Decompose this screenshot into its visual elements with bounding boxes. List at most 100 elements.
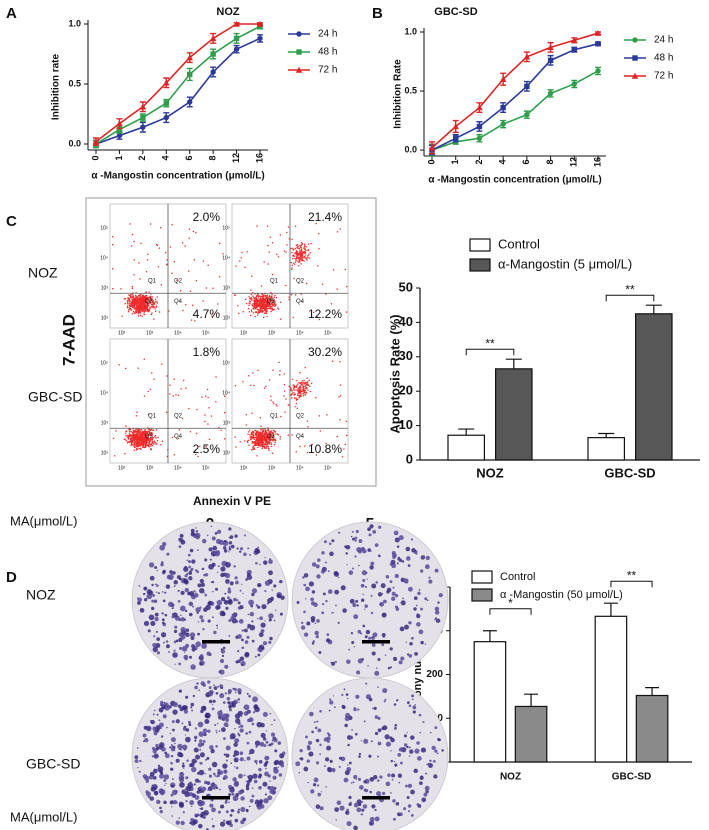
event-dot <box>171 223 173 226</box>
event-dot <box>252 305 254 307</box>
colony <box>264 557 266 559</box>
event-dot <box>128 294 130 296</box>
event-dot <box>275 403 277 406</box>
event-dot <box>263 316 265 319</box>
event-dot <box>262 429 265 432</box>
event-dot <box>304 245 306 247</box>
y-axis-label: Inhibition Rate <box>393 59 404 129</box>
data-point <box>428 144 436 151</box>
colony <box>199 761 203 765</box>
colony <box>384 698 387 701</box>
event-dot <box>132 310 135 313</box>
event-dot <box>267 305 269 308</box>
colony <box>197 632 200 636</box>
event-dot <box>147 303 149 305</box>
event-dot <box>293 389 295 391</box>
colony <box>146 725 152 732</box>
event-dot <box>143 311 145 313</box>
colony <box>163 701 166 704</box>
event-dot <box>253 305 256 307</box>
colony <box>384 734 390 740</box>
colony <box>248 752 251 755</box>
event-dot <box>295 385 298 388</box>
event-dot <box>274 431 277 433</box>
colony <box>237 698 241 701</box>
event-dot <box>262 307 265 309</box>
colony <box>181 744 188 750</box>
colony <box>366 578 368 580</box>
event-dot <box>273 300 275 302</box>
colony <box>358 564 360 567</box>
event-dot <box>294 385 296 388</box>
event-dot <box>255 434 258 437</box>
event-dot <box>161 440 164 442</box>
event-dot <box>149 301 151 303</box>
event-dot <box>291 393 293 395</box>
event-dot <box>135 415 137 417</box>
event-dot <box>305 381 307 383</box>
event-dot <box>299 386 302 389</box>
event-dot <box>237 305 239 307</box>
quadrant-label: Q3 <box>145 299 154 305</box>
flow-y-tick: 10⁴ <box>100 255 108 261</box>
colony <box>281 751 286 756</box>
event-dot <box>263 387 266 389</box>
event-dot <box>131 303 133 306</box>
event-dot <box>277 434 280 436</box>
event-dot <box>208 407 210 409</box>
x-tick-label: 4 <box>498 159 508 164</box>
event-dot <box>131 303 133 305</box>
event-dot <box>258 443 260 445</box>
data-point <box>116 120 123 127</box>
colony <box>432 759 436 763</box>
colony <box>331 539 335 543</box>
colony <box>262 641 268 646</box>
event-dot <box>298 381 300 384</box>
colony <box>258 767 262 772</box>
event-dot <box>330 303 333 305</box>
event-dot <box>210 415 213 417</box>
flow-y-tick: 10³ <box>223 285 231 291</box>
event-dot <box>137 313 139 315</box>
event-dot <box>127 301 129 304</box>
event-dot <box>136 310 138 313</box>
colony <box>234 534 238 538</box>
colony <box>237 808 240 811</box>
row-label: NOZ <box>26 587 56 603</box>
colony <box>350 632 354 635</box>
event-dot <box>250 298 252 300</box>
event-dot <box>135 433 138 435</box>
event-dot <box>293 392 295 394</box>
colony <box>394 593 399 598</box>
colony <box>300 625 306 630</box>
colony <box>211 783 218 790</box>
event-dot <box>257 311 259 313</box>
event-dot <box>303 381 305 384</box>
colony <box>224 800 228 804</box>
event-dot <box>248 431 250 433</box>
colony <box>354 732 358 736</box>
colony <box>200 807 204 810</box>
event-dot <box>224 395 226 397</box>
event-dot <box>183 379 185 382</box>
event-dot <box>189 290 192 292</box>
colony <box>196 772 200 775</box>
event-dot <box>199 445 201 447</box>
colony <box>362 624 366 628</box>
event-dot <box>292 255 294 257</box>
colony <box>411 694 415 698</box>
event-dot <box>124 453 126 455</box>
colony <box>137 601 141 605</box>
colony <box>326 736 331 741</box>
colony <box>358 539 363 543</box>
colony <box>357 658 363 664</box>
event-dot <box>266 308 268 310</box>
event-dot <box>168 310 170 312</box>
event-dot <box>267 435 270 438</box>
event-dot <box>147 441 149 443</box>
colony <box>373 775 378 780</box>
colony <box>369 565 374 570</box>
event-dot <box>276 405 278 407</box>
colony <box>199 739 203 743</box>
colony <box>322 603 325 606</box>
